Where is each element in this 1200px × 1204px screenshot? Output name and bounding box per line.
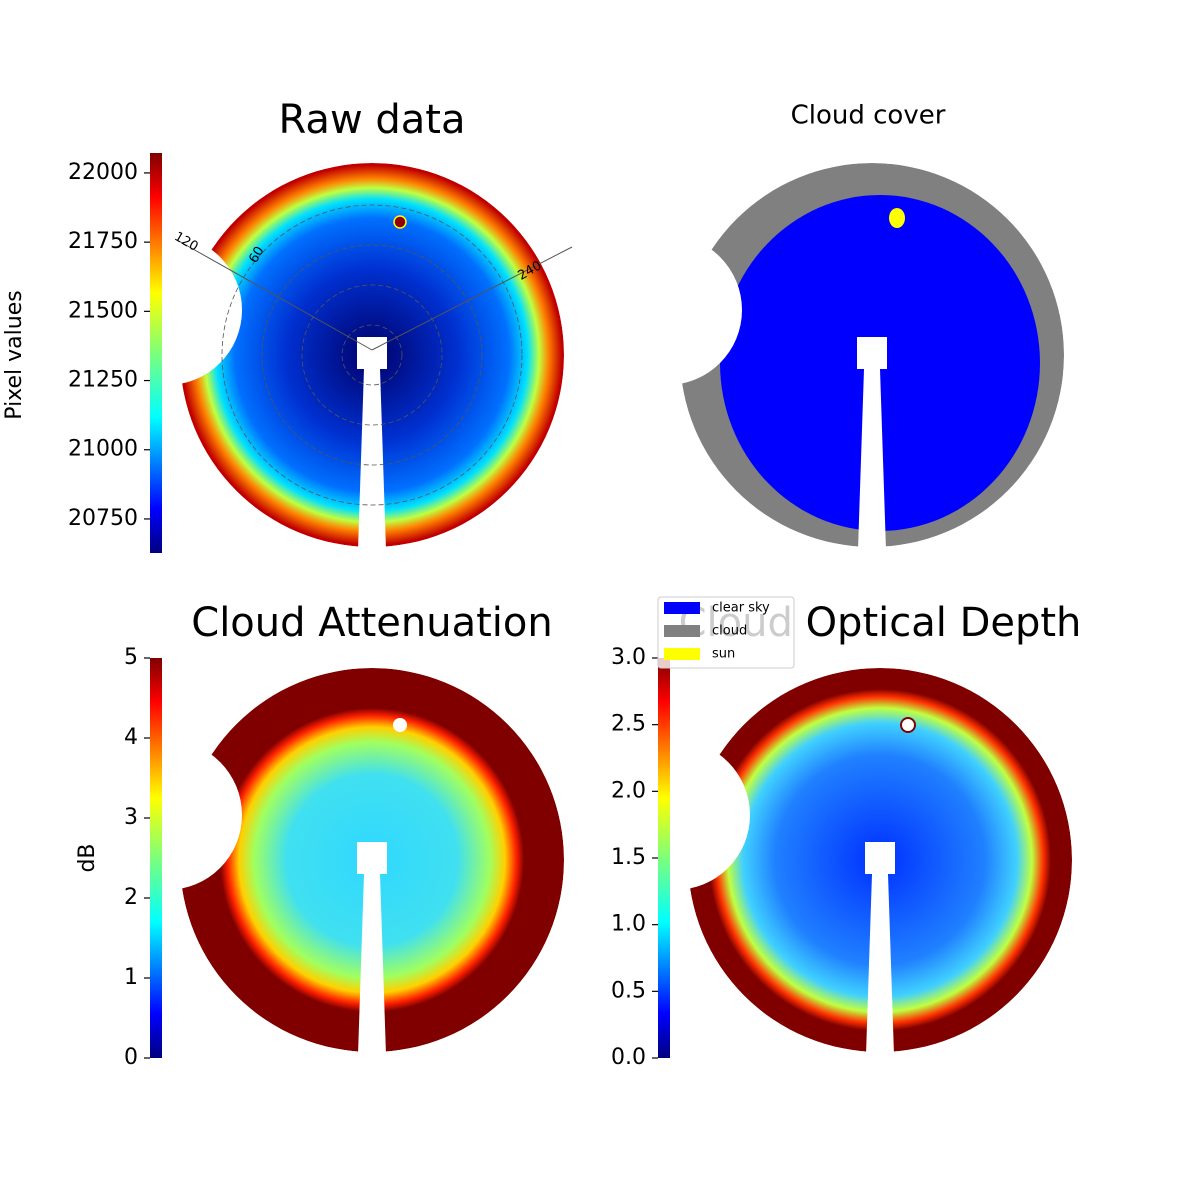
colorbar-tick-label: 2.0 bbox=[611, 778, 646, 803]
sun-region bbox=[889, 208, 905, 228]
legend-label: clear sky bbox=[712, 601, 770, 616]
polar-label: 60 bbox=[246, 244, 267, 266]
colorbar-tick-label: 3.0 bbox=[611, 645, 646, 670]
sky-image bbox=[680, 163, 1064, 547]
colorbar bbox=[658, 658, 670, 1058]
colorbar bbox=[150, 153, 162, 553]
legend-label: sun bbox=[712, 647, 735, 662]
sun bbox=[393, 215, 407, 229]
colorbar-tick-label: 2 bbox=[124, 885, 138, 910]
sun-mask bbox=[900, 717, 916, 733]
panel-title: Cloud cover bbox=[791, 101, 946, 131]
polar-grid bbox=[221, 204, 523, 506]
colorbar-tick-label: 0.0 bbox=[611, 1045, 646, 1070]
colorbar-tick-label: 0 bbox=[124, 1045, 138, 1070]
panel: Cloud cover bbox=[680, 101, 1064, 547]
colorbar-tick-label: 21000 bbox=[68, 437, 138, 462]
panel-title: Raw data bbox=[279, 97, 466, 143]
polar-circle bbox=[221, 204, 523, 506]
colorbar-tick-label: 21750 bbox=[68, 229, 138, 254]
colorbar-tick-label: 3 bbox=[124, 805, 138, 830]
colorbar-tick-label: 4 bbox=[124, 725, 138, 750]
sky-pixels bbox=[180, 163, 564, 547]
colorbar-tick-label: 22000 bbox=[68, 160, 138, 185]
colorbar-label: dB bbox=[75, 843, 100, 872]
sky-image bbox=[688, 668, 1072, 1052]
legend-swatch bbox=[664, 625, 700, 637]
colorbar-tick-label: 2.5 bbox=[611, 712, 646, 737]
sky-pixels bbox=[180, 668, 564, 1052]
sky-image bbox=[180, 668, 564, 1052]
legend: clear sky cloud sun bbox=[657, 596, 795, 669]
legend-label: cloud bbox=[712, 624, 747, 639]
colorbar bbox=[150, 658, 162, 1058]
legend-swatch bbox=[664, 602, 700, 614]
panel-title: Cloud Attenuation bbox=[191, 600, 552, 646]
sun-mask bbox=[393, 718, 407, 732]
polar-axis bbox=[371, 246, 573, 351]
colorbar-tick-label: 1.5 bbox=[611, 845, 646, 870]
colorbar-tick-label: 5 bbox=[124, 645, 138, 670]
polar-circle bbox=[341, 324, 403, 386]
colorbar-tick-label: 0.5 bbox=[611, 978, 646, 1003]
colorbar-label: Pixel values bbox=[2, 290, 27, 419]
sky-area bbox=[180, 163, 564, 547]
colorbar-tick-label: 21250 bbox=[68, 368, 138, 393]
colorbar-tick-label: 21500 bbox=[68, 298, 138, 323]
polar-circle bbox=[301, 284, 443, 426]
sky-area bbox=[180, 668, 564, 1052]
polar-circle bbox=[261, 244, 483, 466]
sky-area bbox=[680, 163, 1064, 547]
colorbar-tick-label: 1 bbox=[124, 965, 138, 990]
colorbar-tick-label: 1.0 bbox=[611, 912, 646, 937]
colorbar-tick-label: 20750 bbox=[68, 506, 138, 531]
clear-region bbox=[720, 195, 1040, 531]
polar-axis bbox=[176, 239, 373, 351]
legend-swatch bbox=[664, 648, 700, 660]
sky-area bbox=[688, 668, 1072, 1052]
sky-pixels bbox=[688, 668, 1072, 1052]
panel: Cloud Attenuation 0 1 2 3 4 5 dB bbox=[75, 600, 564, 1070]
